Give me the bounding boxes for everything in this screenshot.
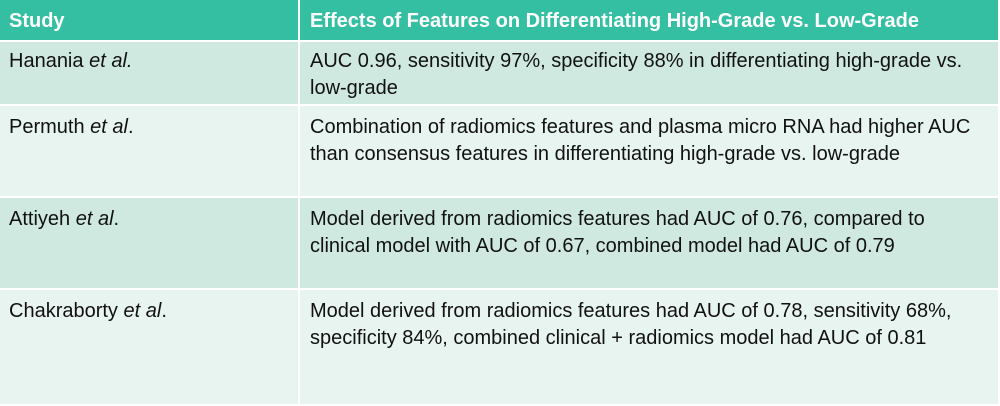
table-row-effect-attiyeh: Model derived from radiomics features ha…	[300, 198, 1000, 290]
study-suffix: .	[113, 208, 120, 230]
table-row-effect-permuth: Combination of radiomics features and pl…	[300, 106, 1000, 198]
study-name: Chakraborty	[9, 300, 118, 322]
study-etal: et al	[90, 116, 128, 138]
table-row-study-permuth: Permuth et al.	[0, 106, 300, 198]
study-suffix: .	[127, 116, 134, 138]
study-name: Hanania	[9, 50, 84, 72]
table-row-effect-hanania: AUC 0.96, sensitivity 97%, specificity 8…	[300, 42, 1000, 106]
study-etal: et al.	[89, 50, 133, 72]
table-row-study-hanania: Hanania et al.	[0, 42, 300, 106]
study-suffix: .	[161, 300, 167, 322]
study-etal: et al	[75, 208, 114, 230]
table-row-study-attiyeh: Attiyeh et al.	[0, 198, 300, 290]
table-row-effect-chakraborty: Model derived from radiomics features ha…	[300, 290, 1000, 406]
study-name: Attiyeh	[9, 208, 71, 230]
table-row-study-chakraborty: Chakraborty et al.	[0, 290, 300, 406]
header-effects: Effects of Features on Differentiating H…	[300, 0, 1000, 42]
study-name: Permuth	[9, 116, 85, 138]
header-study: Study	[0, 0, 300, 42]
study-etal: et al	[123, 300, 162, 322]
